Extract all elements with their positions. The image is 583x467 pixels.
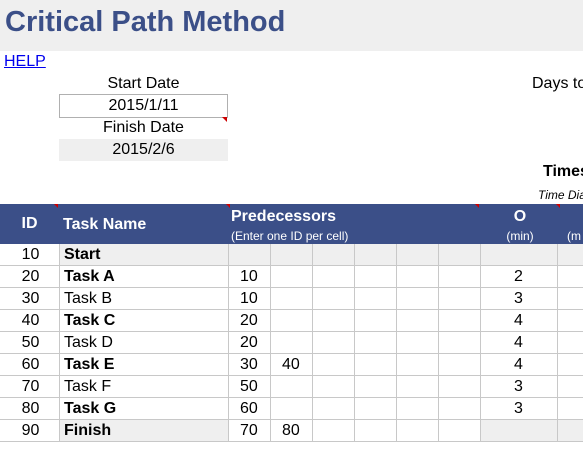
row-task-name[interactable]: Task D xyxy=(64,334,113,351)
row-predecessor-2[interactable] xyxy=(270,332,312,354)
grid-line xyxy=(228,244,229,442)
grid-line xyxy=(0,397,583,398)
row-id[interactable]: 80 xyxy=(21,400,40,417)
row-task-name[interactable]: Task E xyxy=(64,356,115,373)
row-o-duration[interactable]: 2 xyxy=(514,268,523,285)
header-o: O xyxy=(513,208,527,225)
row-predecessor-1[interactable]: 60 xyxy=(240,400,258,417)
grid-line xyxy=(0,441,583,442)
time-diagram-label: Time Dia xyxy=(538,188,583,202)
start-row-fill xyxy=(59,244,583,266)
grid-line xyxy=(354,244,355,442)
row-id[interactable]: 30 xyxy=(21,290,40,307)
start-date-field[interactable]: 2015/1/11 xyxy=(59,94,228,118)
grid-line xyxy=(438,244,439,442)
table-header: ID Task Name Predecessors (Enter one ID … xyxy=(0,204,583,244)
header-predecessors-hint: (Enter one ID per cell) xyxy=(231,229,349,243)
row-predecessor-1[interactable]: 10 xyxy=(240,268,258,285)
row-id[interactable]: 50 xyxy=(21,334,40,351)
row-id[interactable]: 20 xyxy=(21,268,40,285)
comment-marker-icon xyxy=(54,204,58,208)
row-predecessor-1[interactable]: 20 xyxy=(240,312,258,329)
row-predecessor-2[interactable] xyxy=(270,398,312,420)
grid-line xyxy=(0,331,583,332)
row-o-duration[interactable]: 4 xyxy=(514,334,523,351)
row-task-name[interactable]: Task C xyxy=(64,312,116,329)
row-task-name[interactable]: Start xyxy=(64,246,101,263)
grid-line xyxy=(312,244,313,442)
row-o-duration[interactable] xyxy=(480,244,557,266)
finish-date-value: 2015/2/6 xyxy=(59,139,228,161)
grid-line xyxy=(59,244,60,442)
finish-date-label: Finish Date xyxy=(103,119,184,136)
header-m-unit: (m xyxy=(567,229,581,243)
row-task-name[interactable]: Finish xyxy=(64,422,112,439)
row-predecessor-1[interactable]: 20 xyxy=(240,334,258,351)
row-o-duration[interactable]: 3 xyxy=(514,290,523,307)
comment-marker-icon xyxy=(222,117,227,122)
row-predecessor-2[interactable] xyxy=(270,266,312,288)
row-predecessor-1[interactable]: 10 xyxy=(240,290,258,307)
row-id[interactable]: 10 xyxy=(21,246,40,263)
row-predecessor-1[interactable]: 30 xyxy=(240,356,258,373)
row-o-duration[interactable]: 4 xyxy=(514,312,523,329)
grid-line xyxy=(0,353,583,354)
row-o-duration[interactable]: 4 xyxy=(514,356,523,373)
comment-marker-icon xyxy=(226,204,230,208)
row-predecessor-1[interactable]: 70 xyxy=(240,422,258,439)
header-id: ID xyxy=(21,215,38,232)
comment-marker-icon xyxy=(556,204,560,208)
row-predecessor-2[interactable] xyxy=(270,310,312,332)
header-predecessors: Predecessors xyxy=(231,208,336,225)
row-predecessor-2[interactable]: 40 xyxy=(282,356,300,373)
row-predecessor-2[interactable] xyxy=(270,288,312,310)
grid-line xyxy=(480,244,481,442)
comment-marker-icon xyxy=(475,204,479,208)
header-task-name: Task Name xyxy=(63,216,147,233)
row-predecessor-2[interactable] xyxy=(270,244,312,266)
grid-line xyxy=(270,244,271,442)
help-link[interactable]: HELP xyxy=(4,53,46,70)
grid-line xyxy=(557,244,558,442)
row-task-name[interactable]: Task A xyxy=(64,268,115,285)
row-predecessor-1[interactable] xyxy=(228,244,270,266)
page-title: Critical Path Method xyxy=(5,6,286,38)
grid-line xyxy=(0,419,583,420)
timescale-label: Times xyxy=(543,163,583,180)
grid-line xyxy=(0,287,583,288)
row-o-duration[interactable]: 3 xyxy=(514,400,523,417)
grid-line xyxy=(396,244,397,442)
start-date-label: Start Date xyxy=(107,75,180,92)
title-band xyxy=(0,0,583,51)
row-task-name[interactable]: Task G xyxy=(64,400,117,417)
row-task-name[interactable]: Task B xyxy=(64,290,113,307)
row-predecessor-1[interactable]: 50 xyxy=(240,378,258,395)
days-to-label: Days to xyxy=(532,75,583,92)
grid-line xyxy=(0,265,583,266)
grid-line xyxy=(0,309,583,310)
row-id[interactable]: 90 xyxy=(21,422,40,439)
row-predecessor-2[interactable]: 80 xyxy=(282,422,300,439)
row-predecessor-2[interactable] xyxy=(270,376,312,398)
row-o-duration[interactable]: 3 xyxy=(514,378,523,395)
finish-row-fill-name xyxy=(59,420,228,442)
header-o-unit: (min) xyxy=(506,229,534,243)
row-o-duration[interactable] xyxy=(480,420,557,442)
row-id[interactable]: 40 xyxy=(21,312,40,329)
row-id[interactable]: 70 xyxy=(21,378,40,395)
row-id[interactable]: 60 xyxy=(21,356,40,373)
grid-line xyxy=(0,375,583,376)
row-task-name[interactable]: Task F xyxy=(64,378,112,395)
